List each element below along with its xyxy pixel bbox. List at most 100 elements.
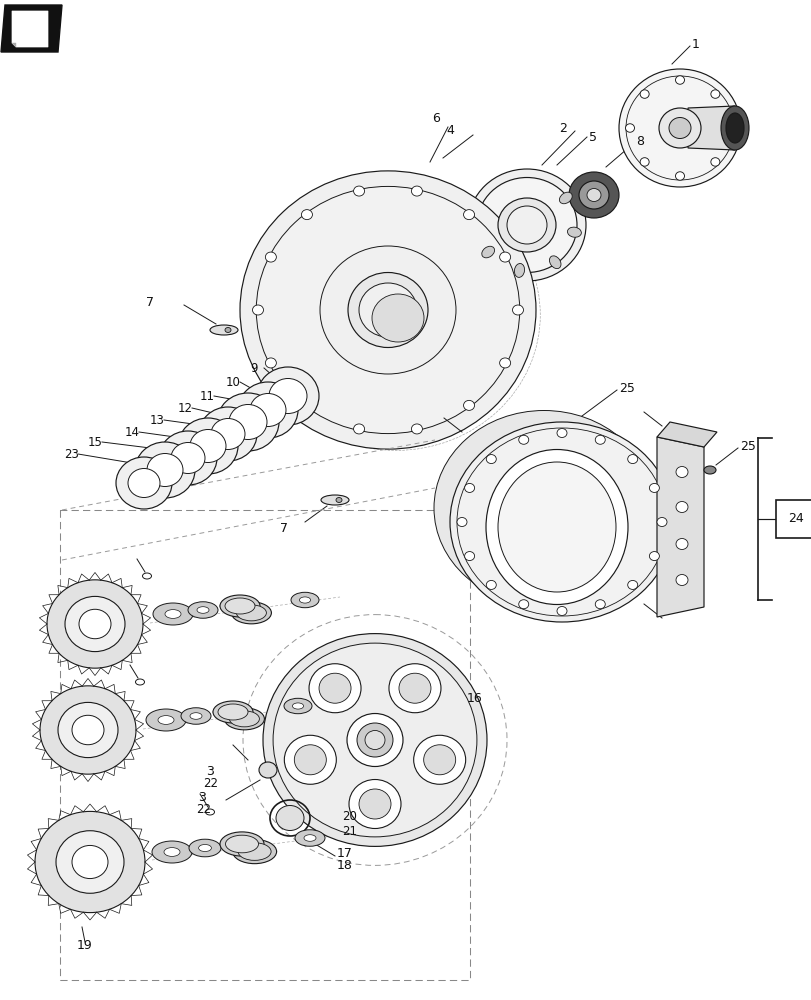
Ellipse shape bbox=[371, 294, 423, 342]
Ellipse shape bbox=[567, 227, 581, 237]
Ellipse shape bbox=[433, 410, 653, 605]
Ellipse shape bbox=[238, 843, 271, 860]
Ellipse shape bbox=[720, 106, 748, 150]
Ellipse shape bbox=[358, 283, 417, 337]
Ellipse shape bbox=[676, 502, 687, 512]
Ellipse shape bbox=[457, 428, 666, 616]
Text: 3: 3 bbox=[206, 765, 213, 778]
Ellipse shape bbox=[556, 428, 566, 438]
Ellipse shape bbox=[497, 462, 616, 592]
Ellipse shape bbox=[319, 673, 350, 703]
Polygon shape bbox=[12, 43, 16, 47]
Ellipse shape bbox=[499, 252, 510, 262]
Ellipse shape bbox=[649, 552, 659, 561]
Ellipse shape bbox=[284, 735, 336, 784]
Ellipse shape bbox=[639, 158, 648, 166]
Ellipse shape bbox=[411, 186, 422, 196]
Text: 25: 25 bbox=[739, 440, 755, 452]
Ellipse shape bbox=[220, 832, 264, 856]
Ellipse shape bbox=[336, 497, 341, 502]
Ellipse shape bbox=[413, 735, 465, 784]
Ellipse shape bbox=[303, 835, 315, 841]
Ellipse shape bbox=[556, 606, 566, 615]
Ellipse shape bbox=[265, 252, 276, 262]
Ellipse shape bbox=[165, 610, 181, 618]
Text: 4: 4 bbox=[445, 124, 453, 137]
Ellipse shape bbox=[676, 538, 687, 550]
Polygon shape bbox=[656, 437, 703, 617]
Ellipse shape bbox=[627, 580, 637, 589]
Ellipse shape bbox=[116, 457, 172, 509]
Ellipse shape bbox=[181, 708, 211, 724]
Text: 15: 15 bbox=[88, 436, 103, 448]
Ellipse shape bbox=[449, 422, 673, 622]
Text: 22: 22 bbox=[195, 803, 211, 816]
Ellipse shape bbox=[594, 435, 604, 444]
Ellipse shape bbox=[47, 580, 143, 668]
Polygon shape bbox=[687, 106, 734, 150]
Text: 18: 18 bbox=[337, 859, 353, 872]
Text: 21: 21 bbox=[341, 825, 357, 838]
Ellipse shape bbox=[265, 358, 276, 368]
Ellipse shape bbox=[639, 90, 648, 98]
Ellipse shape bbox=[164, 848, 180, 856]
Ellipse shape bbox=[463, 210, 474, 220]
Ellipse shape bbox=[497, 198, 556, 252]
Ellipse shape bbox=[656, 518, 666, 526]
Ellipse shape bbox=[152, 603, 193, 625]
Text: 2: 2 bbox=[558, 122, 566, 135]
Ellipse shape bbox=[212, 701, 253, 723]
Ellipse shape bbox=[299, 597, 311, 603]
Ellipse shape bbox=[506, 206, 547, 244]
Ellipse shape bbox=[649, 483, 659, 492]
Ellipse shape bbox=[190, 430, 225, 462]
Ellipse shape bbox=[467, 169, 586, 281]
Ellipse shape bbox=[230, 711, 259, 727]
Text: 24: 24 bbox=[787, 512, 803, 526]
Ellipse shape bbox=[229, 404, 267, 440]
Ellipse shape bbox=[518, 435, 528, 444]
Polygon shape bbox=[12, 11, 48, 47]
Text: 22: 22 bbox=[203, 777, 217, 790]
Ellipse shape bbox=[725, 113, 743, 143]
Ellipse shape bbox=[309, 664, 361, 713]
Ellipse shape bbox=[224, 708, 264, 730]
Ellipse shape bbox=[146, 709, 186, 731]
Ellipse shape bbox=[158, 716, 174, 724]
Ellipse shape bbox=[268, 378, 307, 414]
Ellipse shape bbox=[512, 305, 523, 315]
Ellipse shape bbox=[225, 598, 255, 614]
Ellipse shape bbox=[290, 592, 319, 608]
Text: 7: 7 bbox=[280, 522, 288, 534]
FancyBboxPatch shape bbox=[775, 500, 811, 538]
Ellipse shape bbox=[178, 418, 238, 474]
Ellipse shape bbox=[220, 595, 260, 617]
Ellipse shape bbox=[188, 602, 217, 618]
Ellipse shape bbox=[703, 466, 715, 474]
Ellipse shape bbox=[250, 393, 285, 426]
Text: 17: 17 bbox=[337, 847, 353, 860]
Ellipse shape bbox=[210, 325, 238, 335]
Ellipse shape bbox=[232, 839, 277, 864]
Ellipse shape bbox=[171, 442, 204, 474]
Ellipse shape bbox=[272, 643, 476, 837]
Ellipse shape bbox=[486, 580, 496, 589]
Text: 23: 23 bbox=[64, 448, 79, 460]
Polygon shape bbox=[1, 5, 62, 52]
Text: 11: 11 bbox=[200, 389, 215, 402]
Text: 13: 13 bbox=[150, 414, 165, 426]
Text: 25: 25 bbox=[618, 382, 634, 395]
Ellipse shape bbox=[135, 442, 195, 498]
Ellipse shape bbox=[346, 714, 402, 766]
Ellipse shape bbox=[486, 450, 627, 604]
Ellipse shape bbox=[56, 831, 124, 893]
Ellipse shape bbox=[292, 703, 303, 709]
Ellipse shape bbox=[294, 745, 326, 775]
Ellipse shape bbox=[284, 698, 311, 714]
Ellipse shape bbox=[257, 367, 319, 425]
Text: 19: 19 bbox=[77, 939, 92, 952]
Ellipse shape bbox=[569, 172, 618, 218]
Ellipse shape bbox=[79, 609, 111, 639]
Ellipse shape bbox=[189, 839, 221, 857]
Ellipse shape bbox=[627, 455, 637, 464]
